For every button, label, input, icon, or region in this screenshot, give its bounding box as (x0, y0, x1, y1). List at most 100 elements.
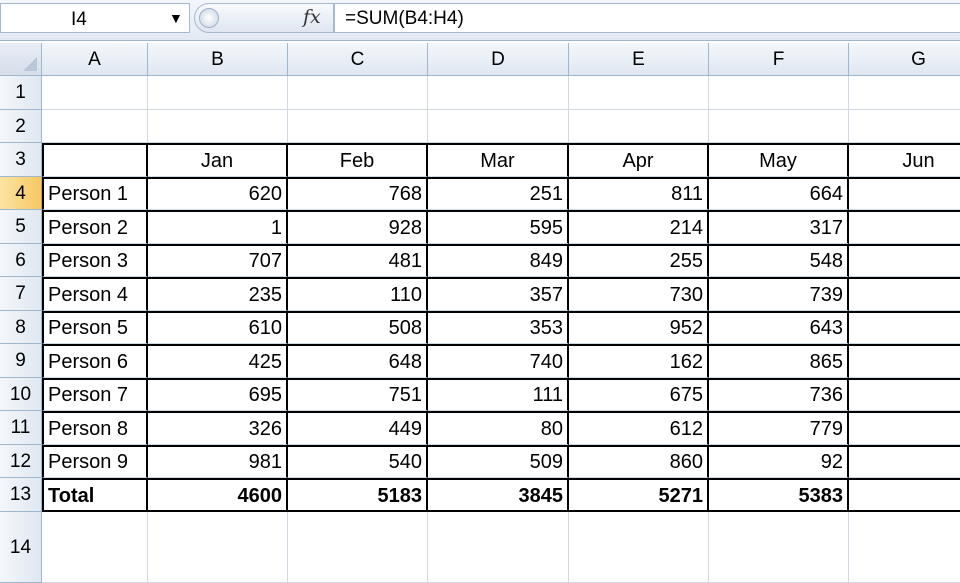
total-cell[interactable]: 39 (849, 478, 960, 512)
value-cell[interactable]: 707 (148, 244, 288, 277)
cell[interactable] (569, 76, 709, 110)
value-cell[interactable]: 779 (709, 411, 849, 445)
value-cell[interactable]: 255 (569, 244, 709, 277)
value-cell[interactable]: 865 (709, 344, 849, 378)
value-cell[interactable]: 326 (148, 411, 288, 445)
value-cell[interactable]: 5 (849, 244, 960, 277)
insert-function-icon[interactable]: fx (303, 6, 321, 28)
total-cell[interactable]: 5383 (709, 478, 849, 512)
value-cell[interactable]: 508 (288, 311, 428, 344)
column-header-f[interactable]: F (709, 43, 849, 76)
value-cell[interactable]: 481 (288, 244, 428, 277)
cell[interactable] (849, 512, 960, 583)
row-label[interactable]: Person 1 (42, 177, 148, 210)
value-cell[interactable]: 981 (148, 445, 288, 478)
total-cell[interactable]: 4600 (148, 478, 288, 512)
cell[interactable] (148, 512, 288, 583)
row-header-2[interactable]: 2 (0, 110, 42, 143)
row-header-10[interactable]: 10 (0, 378, 42, 411)
row-label[interactable]: Person 9 (42, 445, 148, 478)
cell[interactable] (569, 110, 709, 143)
value-cell[interactable]: 610 (148, 311, 288, 344)
value-cell[interactable]: 4 (849, 378, 960, 411)
value-cell[interactable]: 80 (428, 411, 569, 445)
cell[interactable] (849, 110, 960, 143)
value-cell[interactable]: 353 (428, 311, 569, 344)
value-cell[interactable]: 612 (569, 411, 709, 445)
row-label[interactable]: Person 8 (42, 411, 148, 445)
name-box[interactable]: I4 ▼ (0, 3, 190, 33)
row-label[interactable]: Person 7 (42, 378, 148, 411)
value-cell[interactable]: 849 (428, 244, 569, 277)
value-cell[interactable]: 540 (288, 445, 428, 478)
row-label[interactable]: Person 4 (42, 277, 148, 311)
row-header-1[interactable]: 1 (0, 76, 42, 110)
cell[interactable] (428, 76, 569, 110)
value-cell[interactable]: 235 (148, 277, 288, 311)
cell[interactable] (148, 76, 288, 110)
value-cell[interactable]: 357 (428, 277, 569, 311)
row-header-7[interactable]: 7 (0, 277, 42, 311)
total-cell[interactable]: 5271 (569, 478, 709, 512)
row-header-12[interactable]: 12 (0, 445, 42, 478)
formula-input[interactable]: =SUM(B4:H4) (334, 3, 960, 33)
total-cell[interactable]: 5183 (288, 478, 428, 512)
value-cell[interactable]: 620 (148, 177, 288, 210)
month-header[interactable]: May (709, 143, 849, 177)
cell[interactable] (709, 110, 849, 143)
value-cell[interactable]: 251 (428, 177, 569, 210)
value-cell[interactable]: 425 (148, 344, 288, 378)
row-header-4[interactable]: 4 (0, 177, 42, 210)
row-header-6[interactable]: 6 (0, 244, 42, 277)
value-cell[interactable]: 595 (428, 210, 569, 244)
cell[interactable] (42, 512, 148, 583)
value-cell[interactable]: 1 (148, 210, 288, 244)
column-header-e[interactable]: E (569, 43, 709, 76)
total-cell[interactable]: 3845 (428, 478, 569, 512)
value-cell[interactable]: 4 (849, 210, 960, 244)
month-header[interactable]: Feb (288, 143, 428, 177)
value-cell[interactable]: 509 (428, 445, 569, 478)
value-cell[interactable]: 214 (569, 210, 709, 244)
column-header-d[interactable]: D (428, 43, 569, 76)
row-header-14[interactable]: 14 (0, 512, 42, 583)
value-cell[interactable]: 111 (428, 378, 569, 411)
value-cell[interactable]: 736 (709, 378, 849, 411)
row-header-9[interactable]: 9 (0, 344, 42, 378)
row-label[interactable]: Person 2 (42, 210, 148, 244)
value-cell[interactable]: 928 (288, 210, 428, 244)
month-header[interactable]: Apr (569, 143, 709, 177)
total-label[interactable]: Total (42, 478, 148, 512)
cell[interactable] (428, 512, 569, 583)
value-cell[interactable]: 162 (569, 344, 709, 378)
cell[interactable] (288, 76, 428, 110)
cell[interactable] (428, 110, 569, 143)
value-cell[interactable]: 730 (569, 277, 709, 311)
cell[interactable] (148, 110, 288, 143)
select-all-button[interactable] (0, 43, 42, 76)
value-cell[interactable]: 110 (288, 277, 428, 311)
row-header-3[interactable]: 3 (0, 143, 42, 177)
row-label[interactable]: Person 3 (42, 244, 148, 277)
cell[interactable] (569, 512, 709, 583)
row-header-5[interactable]: 5 (0, 210, 42, 244)
value-cell[interactable]: 317 (709, 210, 849, 244)
value-cell[interactable]: 449 (288, 411, 428, 445)
value-cell[interactable]: 10 (849, 411, 960, 445)
value-cell[interactable]: 92 (709, 445, 849, 478)
dropdown-arrow-icon[interactable]: ▼ (169, 10, 183, 26)
value-cell[interactable] (849, 311, 960, 344)
column-header-b[interactable]: B (148, 43, 288, 76)
value-cell[interactable]: 695 (148, 378, 288, 411)
month-header[interactable]: Jan (148, 143, 288, 177)
row-label[interactable]: Person 6 (42, 344, 148, 378)
cell[interactable] (42, 110, 148, 143)
cell[interactable] (709, 76, 849, 110)
value-cell[interactable]: 751 (288, 378, 428, 411)
value-cell[interactable]: 648 (288, 344, 428, 378)
cell[interactable] (709, 512, 849, 583)
value-cell[interactable]: 6 (849, 445, 960, 478)
column-header-a[interactable]: A (42, 43, 148, 76)
cell[interactable] (42, 76, 148, 110)
row-label[interactable]: Person 5 (42, 311, 148, 344)
